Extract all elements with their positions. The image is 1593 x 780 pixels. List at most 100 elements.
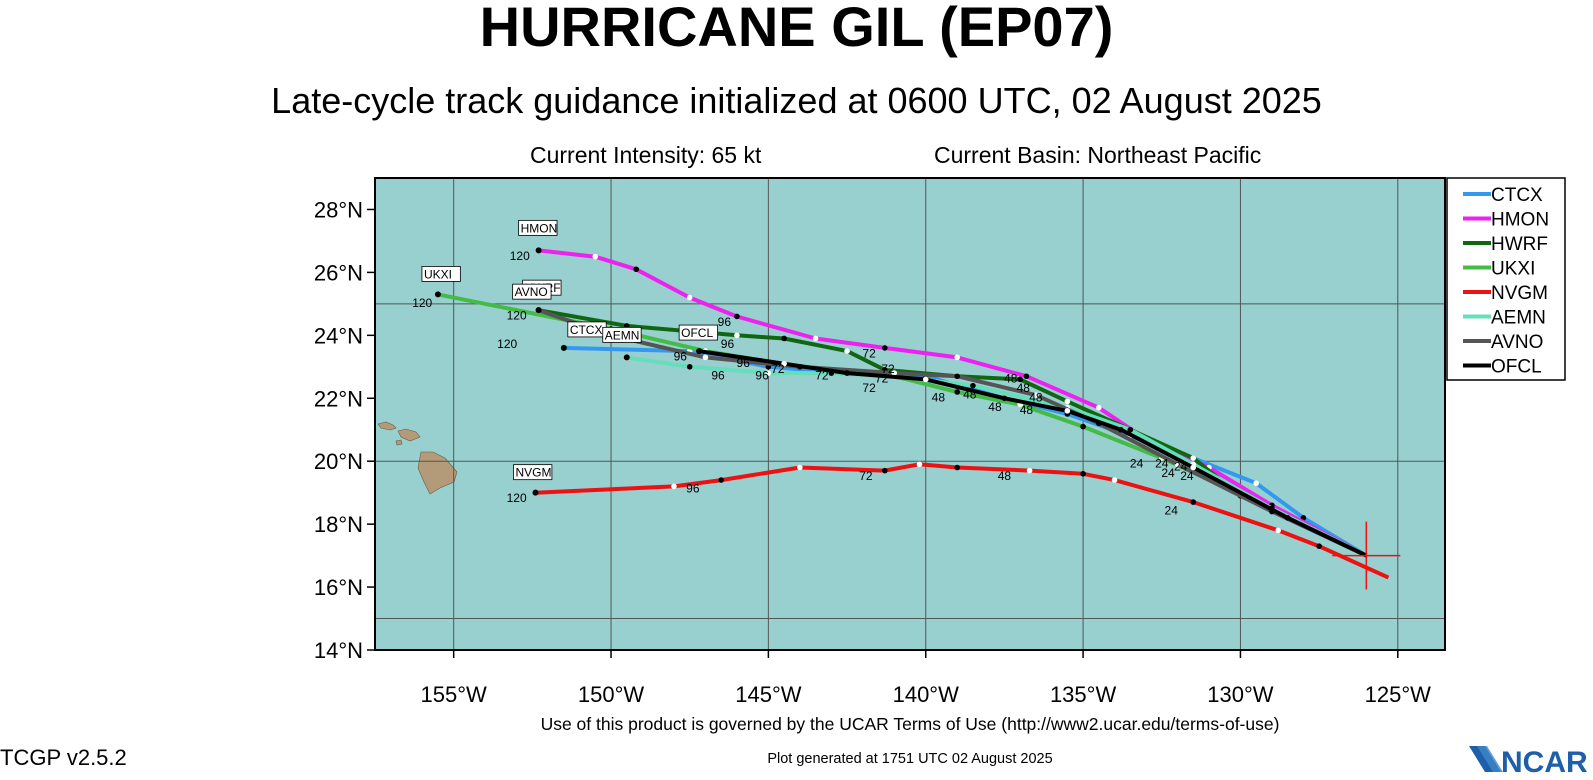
- lat-tick-label: 14°N: [314, 638, 363, 663]
- forecast-hour-label: 120: [497, 337, 517, 351]
- forecast-hour-label: 96: [674, 350, 688, 364]
- end-label-text: UKXI: [424, 267, 452, 281]
- track-point: [954, 464, 961, 471]
- forecast-hour-label: 48: [1029, 390, 1043, 404]
- track-point: [1111, 477, 1118, 483]
- track-point: [1190, 499, 1197, 505]
- forecast-hour-label: 24: [1174, 460, 1188, 474]
- track-point: [734, 313, 740, 320]
- legend-box: [1446, 177, 1566, 381]
- end-label-box: [513, 464, 553, 481]
- track-point: [1275, 527, 1282, 534]
- legend-entry: OFCL: [1491, 357, 1542, 378]
- ocean-area: [375, 178, 1445, 650]
- track-point: [844, 348, 850, 354]
- forecast-hour-label: 72: [815, 368, 829, 382]
- forecast-hour-label: 72: [771, 362, 785, 376]
- end-label-hmon: HMON: [518, 219, 558, 236]
- track-point: [1190, 464, 1197, 471]
- forecast-hour-label: 48: [998, 469, 1012, 483]
- legend-entry: AVNO: [1491, 332, 1543, 353]
- track-point: [734, 332, 740, 339]
- forecast-hour-label: 96: [737, 356, 751, 370]
- track-end-point: [696, 348, 703, 355]
- axis-tick-labels: 14°N 16°N 18°N 20°N 22°N 24°N 26°N 28°N 155°W 150…: [314, 197, 1431, 707]
- lat-tick-label: 28°N: [314, 197, 363, 222]
- forecast-hour-label: 24: [1161, 466, 1175, 480]
- track-point: [686, 364, 693, 370]
- forecast-hour-label: 96: [686, 482, 700, 496]
- forecast-hour-label: 96: [721, 337, 735, 351]
- track-point: [922, 376, 929, 383]
- track-end-point: [532, 489, 539, 496]
- track-point: [718, 477, 724, 483]
- track-point: [1127, 426, 1134, 433]
- track-point: [1284, 515, 1291, 521]
- track-point: [702, 354, 709, 361]
- terms-of-use: Use of this product is governed by the U…: [540, 714, 1280, 734]
- lon-tick-label: 135°W: [1050, 682, 1117, 707]
- forecast-hour-label: 120: [510, 249, 530, 263]
- legend-entry: UKXI: [1491, 259, 1535, 280]
- end-label-ctcx: CTCX: [567, 321, 607, 338]
- track-point: [882, 467, 888, 474]
- track-point: [844, 370, 850, 376]
- track-point: [671, 483, 677, 490]
- track-point: [1001, 395, 1008, 402]
- forecast-hour-label: 120: [412, 296, 432, 310]
- track-point: [633, 266, 640, 273]
- legend-entry: HWRF: [1491, 234, 1548, 255]
- forecast-hour-label: 48: [1020, 403, 1034, 417]
- version-label: TCGP v2.5.2: [0, 745, 127, 770]
- track-point: [891, 370, 898, 376]
- end-label-box: [678, 324, 718, 341]
- end-label-text: CTCX: [570, 323, 603, 337]
- end-label-avno: AVNO: [512, 283, 552, 300]
- forecast-hour-label: 96: [711, 368, 725, 382]
- forecast-hour-label: 24: [1130, 456, 1144, 470]
- forecast-hour-label: 72: [875, 372, 889, 386]
- legend-entry: HMON: [1491, 210, 1549, 231]
- end-label-ukxi: UKXI: [421, 266, 461, 282]
- track-end-point: [535, 307, 542, 314]
- lat-tick-label: 26°N: [314, 260, 363, 285]
- current-intensity: Current Intensity: 65 kt: [530, 142, 762, 168]
- ncar-logo: NCAR: [1469, 746, 1588, 779]
- map-frame: [374, 177, 1446, 651]
- forecast-hour-label: 48: [932, 390, 946, 404]
- track-point: [882, 345, 888, 351]
- track-point: [797, 464, 803, 471]
- forecast-hour-label: 120: [507, 491, 527, 505]
- track-point: [1080, 470, 1086, 477]
- track-nvgm: [535, 462, 1390, 580]
- lon-tick-label: 130°W: [1207, 682, 1274, 707]
- legend-entry: CTCX: [1491, 185, 1543, 206]
- ncar-logo-stripes-icon: [1469, 746, 1503, 772]
- lon-tick-label: 150°W: [578, 682, 645, 707]
- track-point: [1064, 408, 1071, 414]
- map-gridlines: [375, 178, 1445, 650]
- end-label-box: [518, 219, 558, 236]
- track-point: [1253, 480, 1259, 487]
- track-end-point: [434, 291, 441, 298]
- track-point: [954, 389, 961, 395]
- end-label-text: AEMN: [605, 328, 640, 342]
- forecast-hour-label: 48: [988, 400, 1002, 414]
- forecast-hour-label: 72: [881, 362, 895, 376]
- lat-tick-label: 24°N: [314, 323, 363, 348]
- lon-tick-label: 145°W: [735, 682, 802, 707]
- forecast-hour-label: 48: [963, 387, 977, 401]
- current-position-icon: [1332, 521, 1401, 590]
- forecast-hour-label: 24: [1155, 456, 1169, 470]
- forecast-hour-label: 96: [718, 315, 732, 329]
- legend-entry: NVGM: [1491, 283, 1548, 304]
- track-point: [686, 294, 693, 301]
- track-end-point: [535, 247, 542, 254]
- end-label-box: [602, 326, 642, 343]
- track-point: [954, 373, 961, 380]
- track-point: [1174, 461, 1181, 468]
- track-point: [1064, 398, 1071, 405]
- forecast-hour-label: 96: [755, 368, 769, 382]
- forecast-hour-label: 48: [1017, 381, 1031, 395]
